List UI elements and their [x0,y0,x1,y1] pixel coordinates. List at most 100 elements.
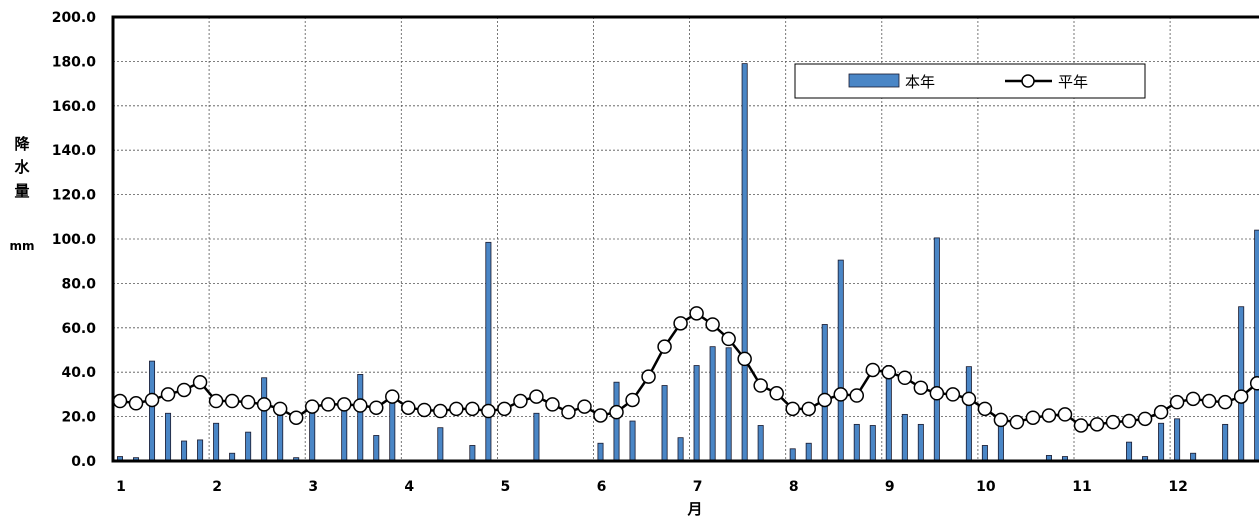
x-tick-label: 3 [308,479,318,495]
bar [149,360,156,462]
line-point [1185,391,1201,407]
legend-label-bar: 本年 [905,73,935,91]
bar [693,365,700,462]
bar [997,421,1004,462]
line-point [625,392,640,408]
line-point [401,400,416,415]
bar [981,445,988,462]
y-tick-label: 40.0 [61,365,96,381]
line-point [641,369,656,384]
line-point [769,386,784,401]
line-point [801,401,816,417]
y-tick-label: 20.0 [61,410,96,426]
bar [389,398,396,462]
line-point [1249,376,1259,391]
line-point [753,378,768,393]
line-point [1233,389,1249,404]
x-axis-label: 月 [686,500,702,518]
line-point [705,317,720,332]
bar [533,412,540,462]
line-point [1201,393,1217,409]
y-tick-label: 80.0 [61,276,96,292]
line-point [256,397,272,412]
line-point [1025,410,1041,425]
y-tick-label: 120.0 [52,188,97,204]
y-axis-label-part: 水 [14,158,30,176]
y-tick-label: 60.0 [61,321,96,337]
x-tick-label: 7 [693,479,703,495]
y-tick-label: 0.0 [71,454,96,470]
line-point [977,401,993,417]
line-point [192,374,208,390]
bar [1174,418,1181,462]
y-tick-label: 140.0 [52,143,97,159]
bar [709,346,716,462]
y-tick-label: 100.0 [52,232,97,248]
line-point [353,398,368,413]
line-point [433,403,448,419]
line-point [945,387,961,402]
plot-frame [111,15,1259,463]
y-tick-label: 180.0 [52,54,97,70]
line-point [849,388,865,403]
line-point [128,396,144,411]
bar [197,439,204,462]
x-tick-label: 10 [976,479,996,495]
legend-marker-icon [1021,74,1035,88]
bar [629,420,636,462]
line-point [817,392,832,408]
y-axis-label-part: 量 [14,182,29,200]
line-point [1073,418,1089,433]
line-point [1217,394,1233,410]
bar [901,413,908,462]
bar [757,425,764,462]
line-point [112,393,128,409]
bar [469,445,476,462]
bar [341,407,348,462]
bar [613,381,620,462]
bar [869,425,876,462]
line-point [513,393,528,409]
line-point [272,401,288,417]
bar [1126,441,1133,462]
line-point [897,370,913,385]
line-point [288,410,304,425]
line-point [1009,414,1025,430]
line-point [609,404,624,420]
line-series [112,306,1259,433]
bar [597,442,604,462]
bar [805,442,812,462]
line-point [320,397,336,412]
bar [1254,229,1259,462]
x-tick-label: 9 [885,479,895,495]
line-point [240,394,256,410]
x-tick-label: 5 [501,479,511,495]
x-tick-label: 6 [597,479,607,495]
bar [165,412,172,462]
line-point [1169,394,1185,410]
bar [437,427,444,462]
line-point [865,362,881,378]
line-point [929,386,945,401]
line-point [1057,407,1073,422]
line-point [785,401,800,417]
legend-label-line: 平年 [1058,73,1088,91]
bar [213,422,220,462]
line-point [657,339,672,354]
line-point [144,392,160,408]
bar [725,347,732,462]
legend-box [794,63,1146,99]
line-point [497,401,512,417]
legend: 本年 平年 [794,63,1146,99]
line-point [561,404,576,420]
bar [933,237,940,462]
line-point [737,351,752,367]
line-point [961,391,977,407]
line-point [689,306,704,321]
x-tick-label: 1 [116,479,126,495]
line-point [545,397,560,412]
y-axis-label: 降水量 mm [9,135,34,253]
y-tick-label: 200.0 [52,10,97,26]
line-point [593,408,608,423]
